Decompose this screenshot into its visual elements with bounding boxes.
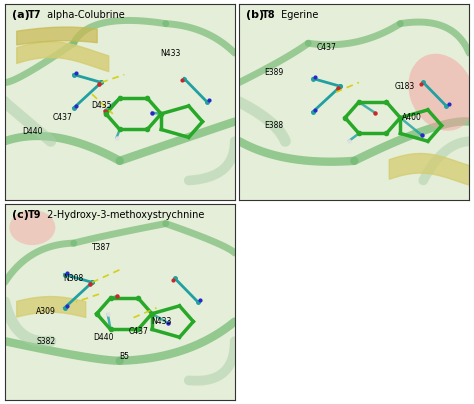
Text: N433: N433 xyxy=(151,317,171,326)
Text: N308: N308 xyxy=(64,274,84,283)
Text: C437: C437 xyxy=(317,43,337,52)
Ellipse shape xyxy=(9,210,55,245)
Text: T8: T8 xyxy=(262,10,276,20)
Text: D435: D435 xyxy=(91,101,111,110)
Text: D440: D440 xyxy=(22,127,43,136)
Text: A400: A400 xyxy=(402,113,422,122)
Text: D440: D440 xyxy=(93,333,114,342)
Text: 2-Hydroxy-3-methoxystrychnine: 2-Hydroxy-3-methoxystrychnine xyxy=(44,210,204,220)
Text: T7: T7 xyxy=(28,10,41,20)
Text: C437: C437 xyxy=(52,113,72,122)
Text: E389: E389 xyxy=(264,68,283,77)
Text: (b): (b) xyxy=(246,10,264,20)
Text: (c): (c) xyxy=(12,210,28,220)
Ellipse shape xyxy=(409,54,474,131)
Text: C437: C437 xyxy=(128,327,148,336)
Text: A309: A309 xyxy=(36,307,56,316)
Text: T387: T387 xyxy=(92,242,111,252)
Text: E388: E388 xyxy=(264,121,283,130)
Text: G183: G183 xyxy=(395,82,415,91)
Text: (a): (a) xyxy=(12,10,29,20)
Text: S382: S382 xyxy=(36,337,56,346)
Text: alpha-Colubrine: alpha-Colubrine xyxy=(44,10,125,20)
Text: B5: B5 xyxy=(119,352,129,361)
Text: Egerine: Egerine xyxy=(278,10,319,20)
Text: N433: N433 xyxy=(160,48,181,57)
Text: T9: T9 xyxy=(28,210,41,220)
